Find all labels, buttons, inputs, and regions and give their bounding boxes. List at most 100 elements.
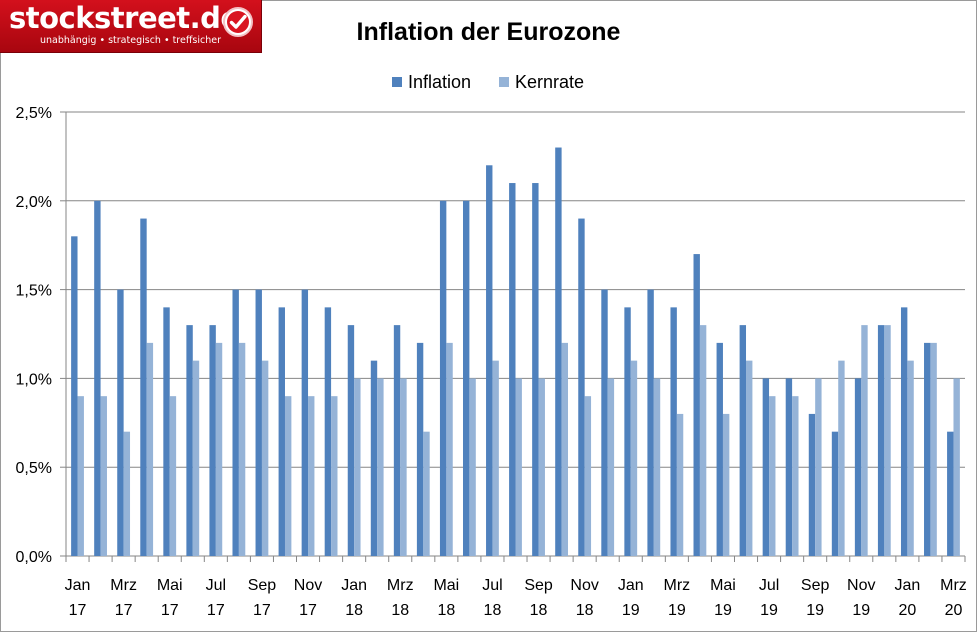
legend-swatch-kernrate	[499, 77, 509, 87]
legend-swatch-inflation	[392, 77, 402, 87]
bar-inflation	[324, 307, 332, 556]
bar-inflation	[393, 325, 401, 556]
bar-kernrate	[630, 360, 638, 556]
y-tick-label: 0,5%	[16, 460, 52, 477]
x-tick-label-month: Jan	[65, 577, 91, 594]
bar-kernrate	[953, 378, 960, 556]
bar-inflation	[509, 183, 516, 557]
x-tick-label-year: 17	[161, 602, 179, 619]
y-tick-label: 2,0%	[16, 194, 52, 211]
bar-inflation	[624, 307, 631, 556]
bar-inflation	[555, 147, 562, 556]
bar-kernrate	[815, 378, 822, 556]
bar-inflation	[370, 360, 378, 556]
x-tick-label-year: 19	[760, 602, 778, 619]
bar-kernrate	[861, 325, 868, 556]
x-tick-label-month: Mrz	[940, 577, 967, 594]
x-tick-label-month: Mai	[710, 577, 736, 594]
bar-inflation	[347, 325, 355, 556]
bar-kernrate	[792, 396, 799, 556]
bar-inflation	[947, 431, 954, 556]
x-tick-label-month: Jul	[482, 577, 502, 594]
bar-inflation	[693, 254, 700, 556]
x-tick-label-month: Mai	[157, 577, 183, 594]
bar-kernrate	[308, 396, 315, 556]
bar-kernrate	[146, 342, 154, 556]
x-tick-label-year: 18	[484, 602, 502, 619]
x-tick-label-year: 19	[622, 602, 640, 619]
x-tick-label-month: Jan	[618, 577, 644, 594]
bar-kernrate	[653, 378, 661, 556]
x-tick-label-year: 18	[530, 602, 548, 619]
bar-kernrate	[377, 378, 384, 556]
x-tick-label-year: 19	[852, 602, 870, 619]
bar-inflation	[117, 289, 124, 556]
bar-inflation	[808, 413, 816, 556]
bar-kernrate	[884, 325, 891, 556]
bar-inflation	[186, 325, 193, 556]
bar-kernrate	[284, 396, 292, 556]
bar-kernrate	[930, 342, 937, 556]
chart-title: Inflation der Eurozone	[356, 18, 621, 46]
bar-inflation	[301, 289, 309, 556]
bar-kernrate	[400, 378, 407, 556]
x-tick-label-month: Nov	[294, 577, 322, 594]
bar-inflation	[762, 378, 770, 556]
bar-inflation	[486, 165, 493, 556]
y-tick-label: 1,0%	[16, 371, 52, 388]
x-tick-label-month: Jan	[341, 577, 367, 594]
bar-inflation	[140, 218, 147, 556]
bar-kernrate	[100, 396, 107, 556]
x-tick-label-month: Nov	[570, 577, 598, 594]
bar-kernrate	[607, 378, 615, 556]
logo: stockstreet.de unabhängig • strategisch …	[0, 0, 262, 53]
bar-kernrate	[561, 342, 569, 556]
bar-kernrate	[238, 342, 246, 556]
y-tick-label: 2,5%	[16, 105, 52, 122]
logo-tagline: unabhängig • strategisch • treffsicher	[40, 35, 221, 46]
bar-inflation	[716, 342, 723, 556]
bar-kernrate	[169, 396, 177, 556]
y-tick-label: 1,5%	[16, 283, 52, 300]
x-tick-label-month: Mrz	[110, 577, 137, 594]
x-tick-label-year: 19	[806, 602, 824, 619]
bar-inflation	[854, 378, 862, 556]
bar-kernrate	[676, 413, 684, 556]
x-tick-label-month: Sep	[801, 577, 830, 594]
bar-kernrate	[423, 431, 430, 556]
x-tick-label-year: 18	[576, 602, 594, 619]
bar-inflation	[739, 325, 747, 556]
bar-kernrate	[515, 378, 522, 556]
legend-label-inflation: Inflation	[408, 72, 472, 92]
bar-inflation	[831, 431, 839, 556]
bar-inflation	[439, 200, 447, 557]
x-tick-label-month: Sep	[524, 577, 553, 594]
x-tick-label-year: 19	[714, 602, 732, 619]
bar-inflation	[71, 236, 78, 556]
x-tick-label-year: 17	[115, 602, 133, 619]
x-tick-label-year: 17	[253, 602, 271, 619]
bar-kernrate	[746, 360, 753, 556]
bar-inflation	[785, 378, 793, 556]
bar-kernrate	[722, 413, 730, 556]
bar-kernrate	[492, 360, 499, 556]
bar-kernrate	[699, 325, 707, 556]
bar-inflation	[578, 218, 585, 556]
bar-kernrate	[469, 378, 476, 556]
x-tick-label-month: Sep	[248, 577, 277, 594]
bar-kernrate	[354, 378, 361, 556]
bar-inflation	[278, 307, 285, 556]
x-tick-label-month: Nov	[847, 577, 875, 594]
bar-kernrate	[769, 396, 776, 556]
x-tick-label-year: 17	[69, 602, 87, 619]
bar-kernrate	[838, 360, 845, 556]
x-tick-label-year: 18	[345, 602, 363, 619]
bar-inflation	[255, 289, 262, 556]
legend-label-kernrate: Kernrate	[515, 72, 585, 92]
x-tick-label-year: 18	[437, 602, 455, 619]
bar-kernrate	[123, 431, 131, 556]
x-tick-label-month: Jul	[759, 577, 779, 594]
x-tick-label-month: Mrz	[387, 577, 414, 594]
bar-inflation	[900, 307, 908, 556]
